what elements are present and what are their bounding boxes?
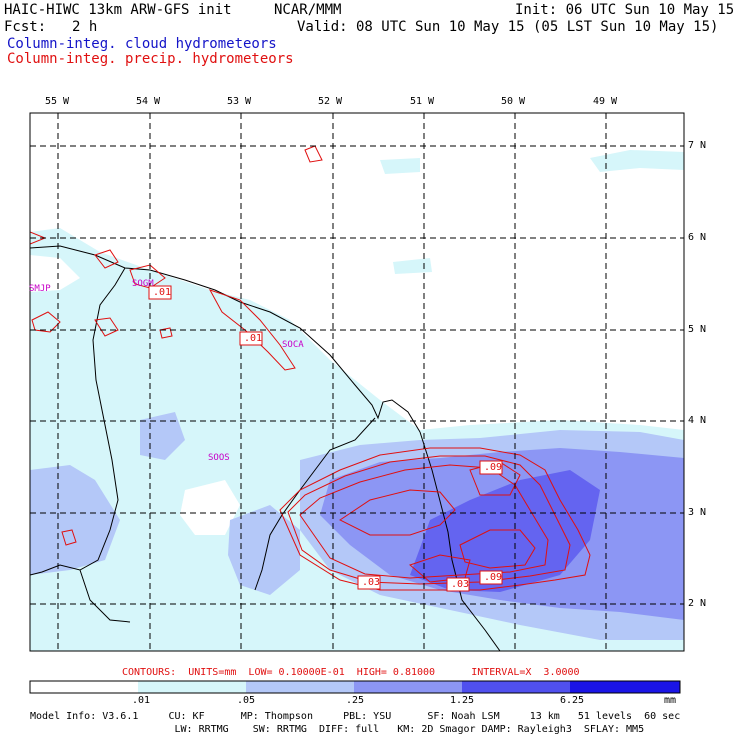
precip-contour xyxy=(299,464,549,579)
contour-label: .03 xyxy=(451,579,470,590)
colorbar-tick: .25 xyxy=(346,695,365,706)
contour-label: .01 xyxy=(153,287,172,298)
lat-label-2n: 2 N xyxy=(688,598,707,609)
precip-contour xyxy=(159,327,173,339)
lon-label-50w: 50 W xyxy=(501,96,526,107)
contours-info: CONTOURS: UNITS=mm LOW= 0.10000E-01 HIGH… xyxy=(122,667,580,678)
station-sogm: SOGM xyxy=(132,279,154,289)
cloud-shading-light xyxy=(590,150,684,172)
colorbar-units: mm xyxy=(664,695,677,706)
contour-label-box xyxy=(148,285,172,300)
station-smjp: SMJP xyxy=(29,284,51,294)
colorbar-tick: 1.25 xyxy=(450,695,475,706)
lat-label-6n: 6 N xyxy=(688,232,707,243)
border-path xyxy=(30,267,126,576)
lon-label-52w: 52 W xyxy=(318,96,343,107)
clear-area xyxy=(30,255,80,292)
cloud-shading-medium xyxy=(140,412,185,460)
map-shading xyxy=(30,150,684,651)
precip-contour xyxy=(208,289,296,371)
contour-label: .01 xyxy=(244,333,263,344)
colorbar-bin xyxy=(246,681,354,693)
precip-contour xyxy=(94,249,119,269)
precip-contour xyxy=(31,311,61,333)
coastline-path xyxy=(30,245,421,433)
colorbar-bin xyxy=(462,681,570,693)
contour-label-box xyxy=(479,460,503,475)
contour-label-boxes xyxy=(148,285,503,592)
colorbar-tick: .01 xyxy=(132,695,151,706)
lon-label-49w: 49 W xyxy=(593,96,618,107)
lat-label-3n: 3 N xyxy=(688,507,707,518)
lat-label-4n: 4 N xyxy=(688,415,707,426)
border-path xyxy=(419,431,501,651)
cloud-shading-light xyxy=(393,258,432,274)
contour-label-box xyxy=(239,331,263,346)
colorbar xyxy=(29,680,681,694)
cloud-shading-medium xyxy=(30,465,120,575)
cloud-shading-darkest xyxy=(410,470,600,592)
colorbar-tick: 6.25 xyxy=(560,695,585,706)
border-path xyxy=(79,569,131,623)
model-title: HAIC-HIWC 13km ARW-GFS init xyxy=(4,2,232,18)
field-title-precip: Column-integ. precip. hydrometeors xyxy=(7,51,294,67)
colorbar-bin xyxy=(30,681,138,693)
valid-time: Valid: 08 UTC Sun 10 May 15 (05 LST Sun … xyxy=(297,19,719,35)
precip-contour xyxy=(279,447,591,591)
model-info-line2: LW: RRTMG SW: RRTMG DIFF: full KM: 2D Sm… xyxy=(30,724,645,735)
colorbar-bin xyxy=(138,681,246,693)
precip-contour xyxy=(129,264,166,289)
lon-label-54w: 54 W xyxy=(136,96,161,107)
precip-contours xyxy=(30,145,591,591)
colorbar-bin xyxy=(570,681,680,693)
coastline xyxy=(30,245,501,651)
station-soos: SOOS xyxy=(208,453,230,463)
lon-label-55w: 55 W xyxy=(45,96,70,107)
lat-label-7n: 7 N xyxy=(688,140,707,151)
contour-label-box xyxy=(357,575,381,590)
fcst-value: 2 h xyxy=(72,19,98,35)
init-time: Init: 06 UTC Sun 10 May 15 xyxy=(515,2,735,18)
station-soca: SOCA xyxy=(282,340,304,350)
contour-label: .03 xyxy=(362,577,381,588)
fcst-label: Fcst: xyxy=(4,19,47,35)
colorbar-frame xyxy=(29,680,681,694)
lon-label-51w: 51 W xyxy=(410,96,435,107)
clear-area xyxy=(180,480,240,535)
precip-contour xyxy=(304,145,323,163)
precip-contour xyxy=(339,489,456,536)
lon-label-53w: 53 W xyxy=(227,96,252,107)
contour-label: .09 xyxy=(484,462,503,473)
precip-contour xyxy=(409,554,471,583)
cloud-shading-light xyxy=(380,158,420,174)
org-label: NCAR/MMM xyxy=(274,2,342,18)
colorbar-bin xyxy=(354,681,462,693)
precip-contour xyxy=(94,317,119,337)
contour-label-box xyxy=(479,570,503,585)
contour-label: .09 xyxy=(484,572,503,583)
cloud-shading-medium xyxy=(228,505,300,595)
map-frame xyxy=(29,112,685,652)
precip-contour xyxy=(61,529,77,546)
model-info-line1: Model Info: V3.6.1 CU: KF MP: Thompson P… xyxy=(30,711,681,722)
lat-lon-grid xyxy=(30,113,684,651)
lat-label-5n: 5 N xyxy=(688,324,707,335)
colorbar-tick: .05 xyxy=(237,695,256,706)
contour-label-box xyxy=(446,577,470,592)
field-title-cloud: Column-integ. cloud hydrometeors xyxy=(7,36,277,52)
